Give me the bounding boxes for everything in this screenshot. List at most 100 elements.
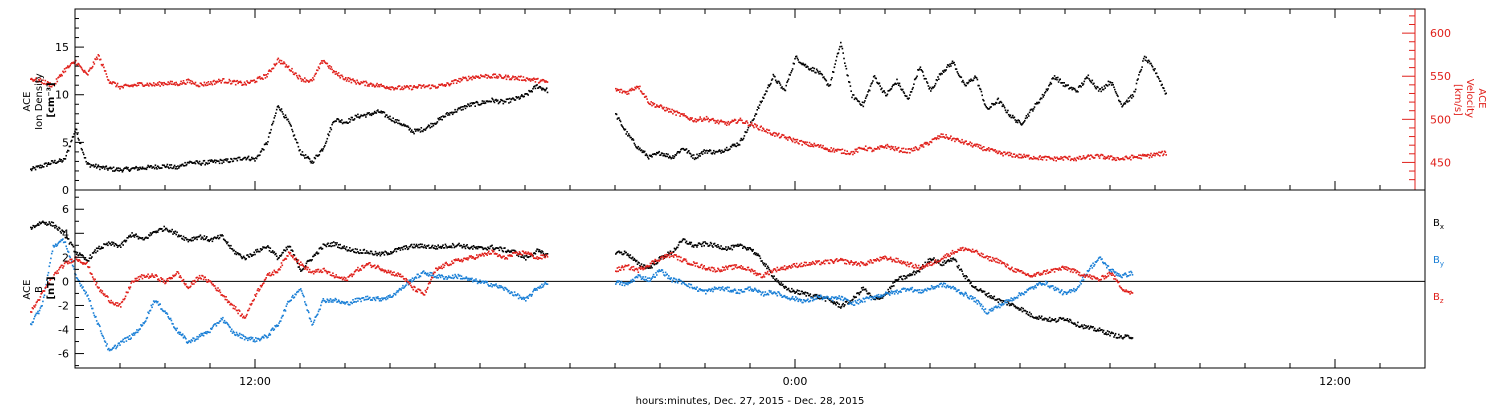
data-point	[1090, 154, 1093, 157]
data-point	[768, 129, 771, 132]
data-point	[768, 85, 771, 88]
data-point	[157, 165, 159, 167]
data-point	[1162, 154, 1164, 157]
data-point	[332, 71, 334, 74]
data-point	[617, 281, 619, 283]
data-point	[453, 246, 456, 249]
data-point	[488, 100, 491, 103]
data-point	[327, 133, 329, 135]
data-point	[78, 280, 80, 282]
data-point	[939, 263, 942, 266]
data-point	[113, 345, 116, 348]
data-point	[1137, 157, 1139, 159]
data-point	[909, 152, 911, 154]
data-point	[215, 82, 218, 84]
data-point	[882, 90, 885, 92]
data-point	[516, 294, 518, 296]
data-point	[56, 228, 59, 230]
data-point	[774, 279, 777, 282]
data-point	[1050, 319, 1053, 322]
data-point	[182, 80, 185, 82]
data-point	[324, 244, 327, 247]
data-point	[143, 238, 145, 241]
data-point	[82, 151, 84, 154]
data-point	[1043, 156, 1045, 159]
data-point	[650, 278, 652, 280]
data-point	[406, 125, 409, 127]
data-point	[225, 241, 227, 243]
data-point	[912, 86, 914, 89]
data-point	[512, 294, 515, 297]
data-point	[827, 297, 829, 300]
data-point	[88, 69, 91, 71]
data-point	[940, 72, 942, 75]
data-point	[1106, 85, 1109, 87]
data-point	[338, 247, 341, 249]
data-point	[308, 311, 310, 314]
data-point	[1040, 158, 1042, 160]
data-point	[183, 239, 186, 241]
data-point	[437, 86, 439, 88]
data-point	[815, 294, 817, 297]
data-point	[861, 101, 864, 104]
data-point	[504, 76, 506, 78]
data-point	[663, 106, 665, 109]
data-point	[506, 250, 509, 253]
data-point	[881, 91, 884, 93]
data-point	[267, 336, 269, 338]
data-point	[1074, 323, 1077, 326]
data-point	[369, 83, 371, 85]
data-point	[54, 159, 56, 162]
data-point	[950, 260, 953, 262]
data-point	[1036, 157, 1038, 160]
data-point	[84, 157, 87, 159]
data-point	[284, 66, 287, 68]
data-point	[664, 155, 667, 158]
data-point	[920, 69, 922, 71]
data-point	[78, 254, 80, 256]
data-point	[466, 105, 468, 108]
data-point	[292, 250, 294, 252]
data-point	[653, 102, 656, 105]
data-point	[761, 260, 763, 262]
data-point	[860, 291, 862, 293]
data-point	[737, 292, 739, 294]
data-point	[1051, 318, 1053, 320]
data-point	[999, 101, 1001, 103]
data-point	[470, 104, 472, 107]
data-point	[1111, 159, 1114, 161]
data-point	[204, 238, 206, 241]
data-point	[1032, 316, 1034, 318]
data-point	[626, 254, 628, 256]
data-point	[616, 251, 619, 253]
data-point	[1137, 78, 1139, 80]
data-point	[324, 144, 326, 147]
data-point	[95, 320, 98, 322]
data-point	[36, 224, 38, 226]
data-point	[546, 91, 549, 94]
data-point	[386, 87, 389, 89]
data-point	[649, 280, 652, 282]
data-point	[63, 68, 66, 70]
data-point	[42, 166, 44, 168]
data-point	[229, 247, 231, 249]
data-point	[652, 273, 655, 276]
data-point	[475, 278, 477, 280]
data-point	[185, 163, 188, 166]
data-point	[1165, 154, 1167, 156]
data-point	[42, 296, 45, 299]
data-point	[872, 75, 875, 78]
data-point	[791, 287, 793, 290]
data-point	[38, 309, 41, 312]
data-point	[237, 82, 239, 85]
data-point	[976, 143, 979, 146]
data-point	[100, 166, 103, 168]
data-point	[785, 286, 787, 289]
data-point	[1067, 320, 1069, 322]
data-point	[1070, 321, 1073, 323]
data-point	[407, 86, 410, 88]
data-point	[694, 288, 697, 290]
data-point	[121, 340, 124, 342]
data-point	[125, 239, 128, 242]
data-point	[457, 80, 460, 82]
